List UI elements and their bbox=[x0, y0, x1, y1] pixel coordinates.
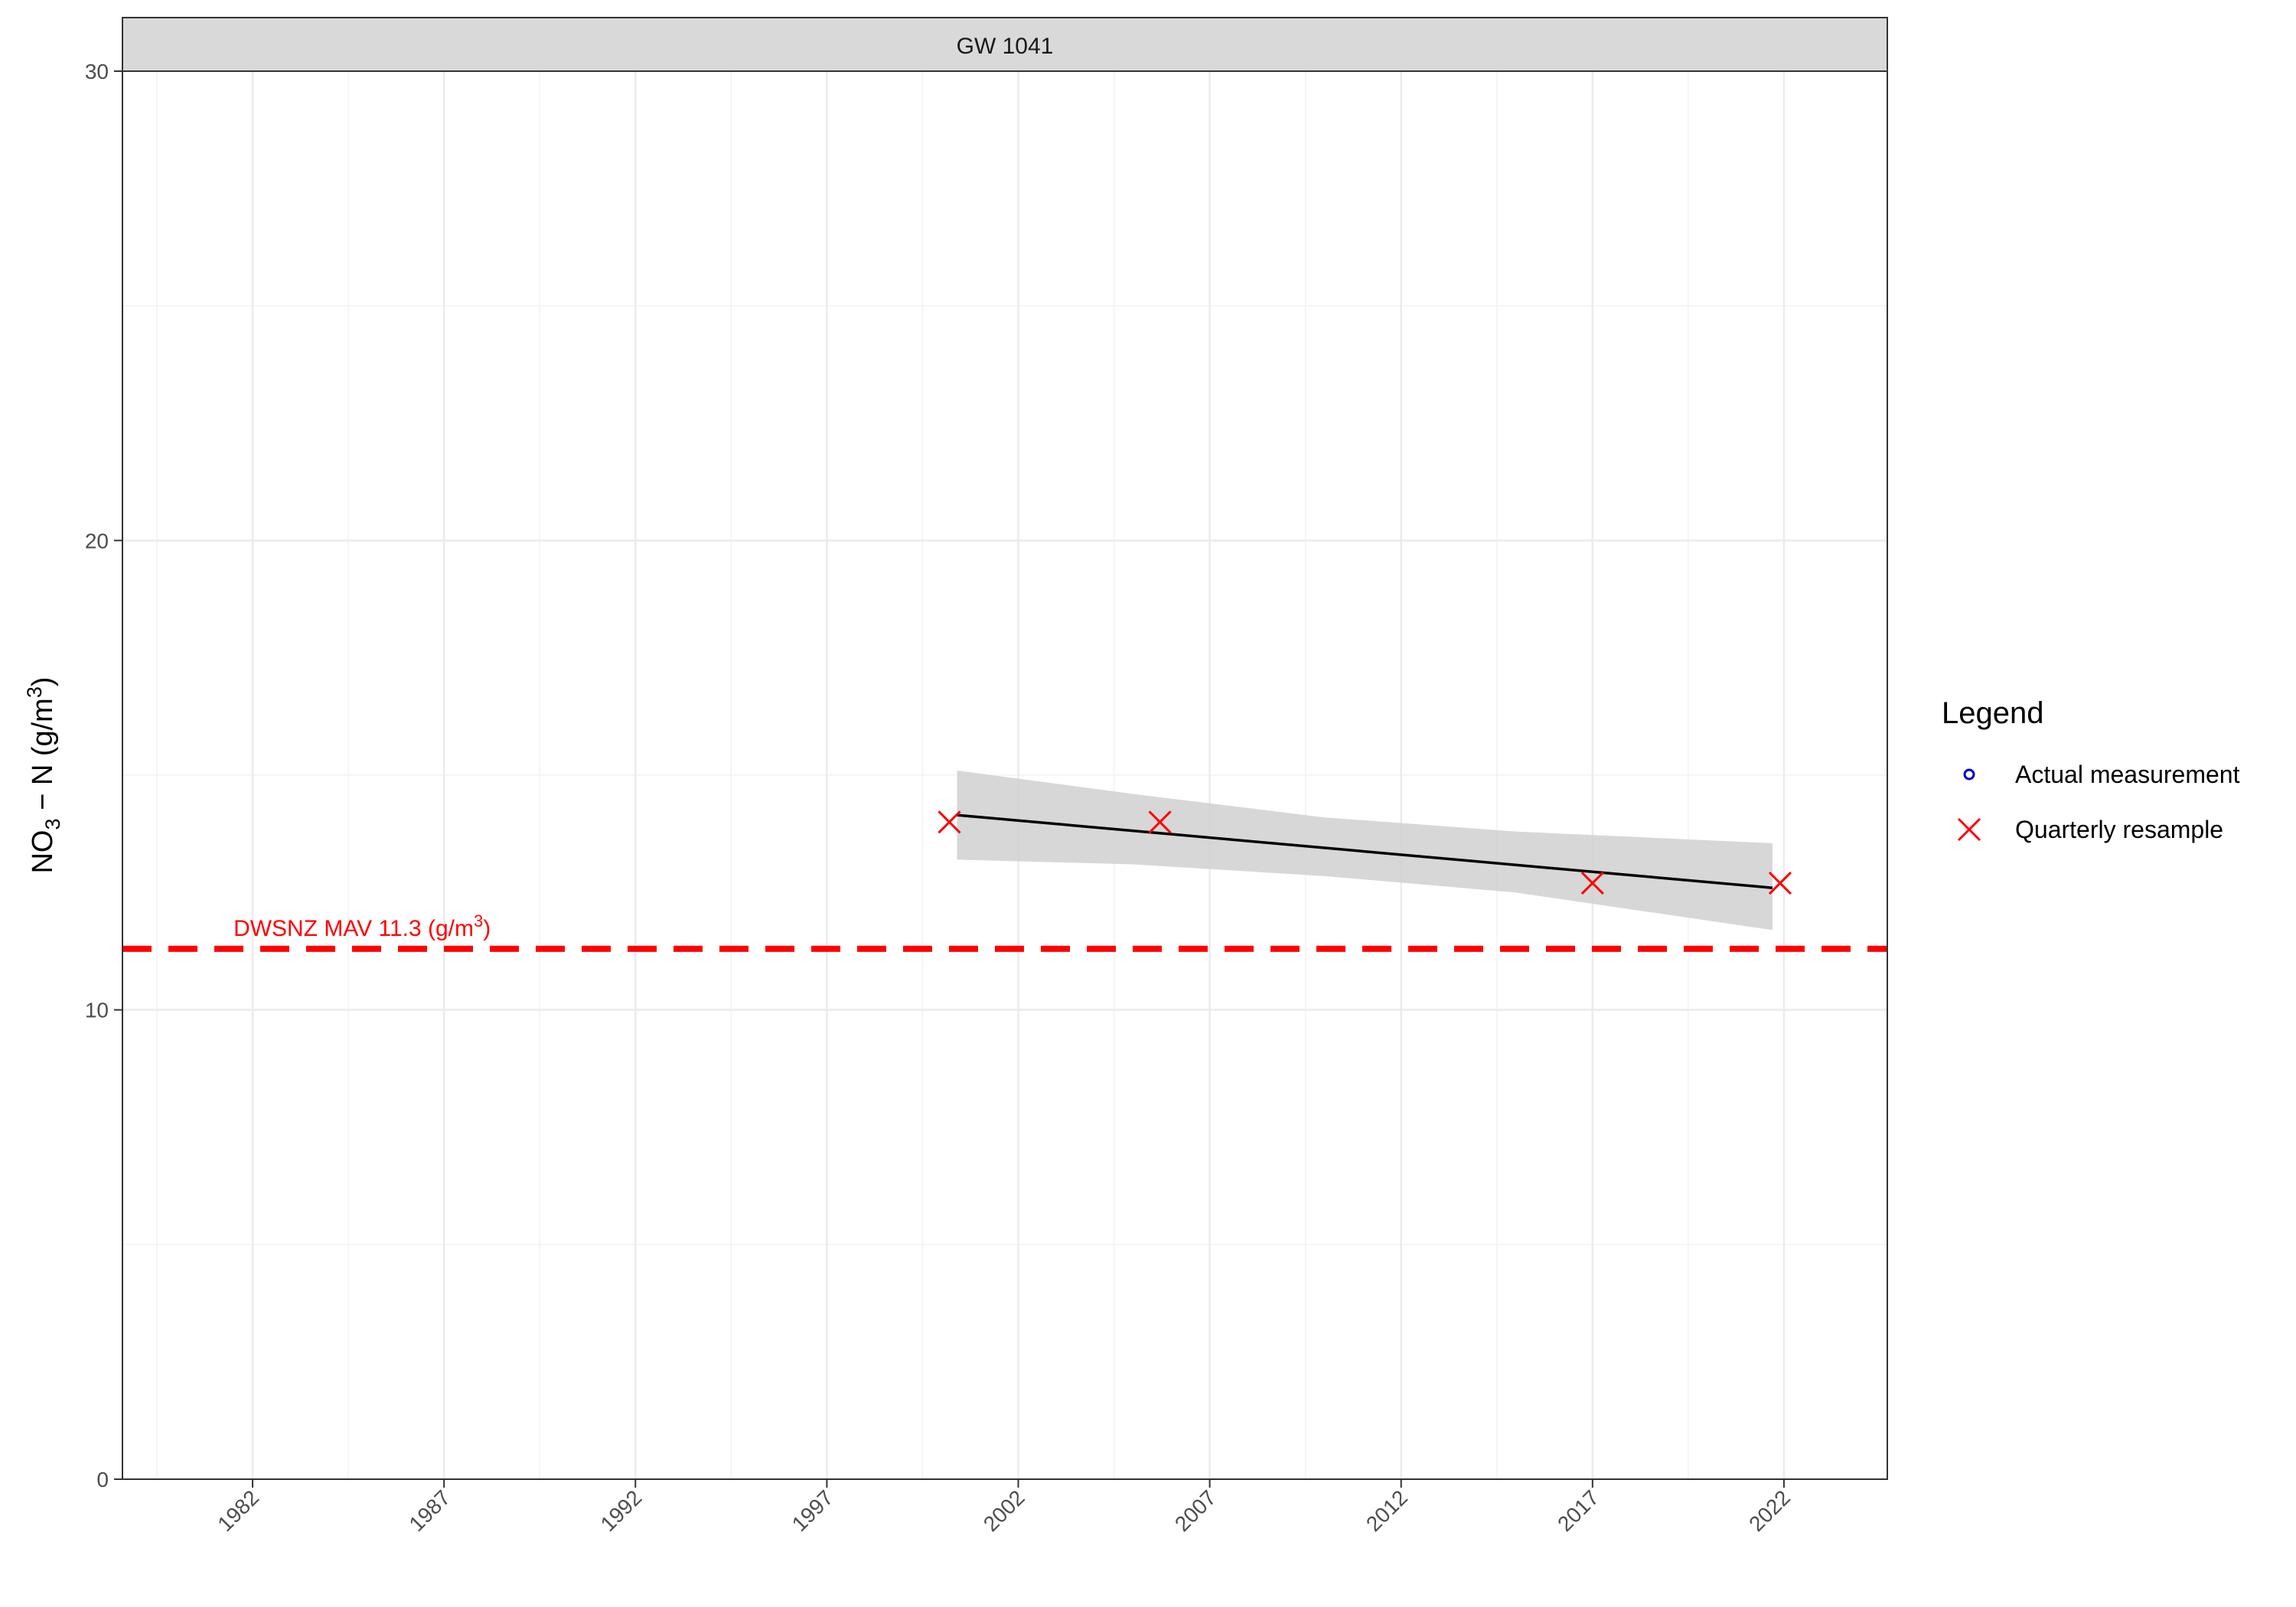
legend-label: Quarterly resample bbox=[2015, 816, 2223, 843]
reference-line-label-main: DWSNZ MAV 11.3 (g/m bbox=[233, 916, 474, 941]
x-tick-label: 2022 bbox=[1744, 1485, 1795, 1536]
reference-line-layer: DWSNZ MAV 11.3 (g/m3) bbox=[122, 911, 1887, 952]
y-axis-title: NO3 − N (g/m3) bbox=[23, 676, 64, 873]
legend-key-actual-measurement bbox=[1963, 768, 1975, 781]
y-axis-title-end: ) bbox=[27, 676, 59, 686]
legend-title: Legend bbox=[1942, 696, 2043, 730]
y-tick-label: 10 bbox=[85, 999, 109, 1022]
x-tick-label: 1982 bbox=[213, 1485, 263, 1536]
y-tick-label: 0 bbox=[96, 1468, 109, 1491]
data-point-quarterly-resample bbox=[1768, 872, 1792, 895]
reference-line-label-superscript: 3 bbox=[474, 911, 483, 931]
y-tick-label: 20 bbox=[85, 529, 109, 553]
y-axis-title-subscript: 3 bbox=[41, 818, 64, 830]
x-tick-label: 1997 bbox=[788, 1485, 838, 1536]
reference-line-label: DWSNZ MAV 11.3 (g/m3) bbox=[233, 911, 491, 941]
reference-line-label-end: ) bbox=[483, 916, 491, 941]
facet-strip bbox=[122, 17, 1888, 72]
trend-line-layer bbox=[957, 813, 1773, 889]
y-axis: 0 10 20 30 bbox=[85, 60, 122, 1491]
x-tick-label: 2007 bbox=[1170, 1485, 1221, 1536]
x-tick-label: 2002 bbox=[979, 1485, 1029, 1536]
x-tick-label: 2012 bbox=[1362, 1485, 1412, 1536]
y-axis-title-main: NO bbox=[27, 830, 59, 874]
data-point-quarterly-resample bbox=[1148, 810, 1172, 834]
plot-border bbox=[122, 70, 1888, 1480]
points-layer bbox=[938, 810, 1792, 895]
data-point-quarterly-resample bbox=[1580, 872, 1604, 895]
trend-line bbox=[957, 813, 1773, 889]
x-axis: 1982 1987 1992 1997 2002 2007 2012 2017 2022 bbox=[213, 1479, 1795, 1536]
x-tick-label: 1987 bbox=[404, 1485, 455, 1536]
x-tick-label: 1992 bbox=[596, 1485, 647, 1536]
y-axis-title-middle: − N (g/m bbox=[27, 698, 59, 818]
x-tick-label: 2017 bbox=[1553, 1485, 1603, 1536]
legend: Legend Actual measurement Quarterly resamp… bbox=[1942, 696, 2240, 843]
y-axis-title-superscript: 3 bbox=[23, 686, 46, 698]
y-tick-label: 30 bbox=[85, 60, 109, 83]
legend-label: Actual measurement bbox=[2015, 761, 2240, 788]
data-point-quarterly-resample bbox=[938, 810, 961, 834]
facet-title: GW 1041 bbox=[957, 34, 1054, 59]
legend-key-quarterly-resample bbox=[1957, 817, 1981, 842]
